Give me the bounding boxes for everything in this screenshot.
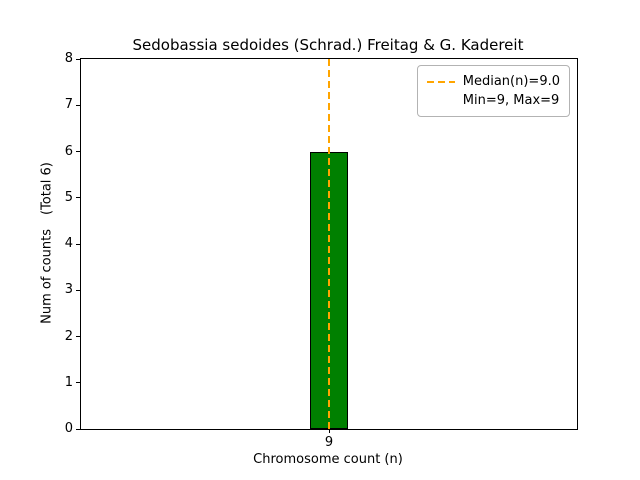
plot-area: 0 1 2 3 4 5 6 7 8 9 Median(n)=9.0 Min=9, Max=9 — [65, 51, 578, 450]
y-tick-mark — [76, 104, 80, 106]
legend-entry-minmax: Min=9, Max=9 — [427, 91, 560, 110]
y-tick-label: 7 — [64, 97, 73, 113]
y-tick-mark — [76, 243, 80, 245]
y-tick-label: 1 — [64, 374, 73, 390]
x-tick-label: 9 — [324, 435, 334, 450]
y-tick-label: 5 — [64, 189, 73, 205]
y-tick-label: 0 — [64, 421, 73, 436]
y-tick-mark — [76, 58, 80, 60]
y-axis-label: Num of counts (Total 6) — [40, 162, 55, 324]
median-dashed-line-sample — [426, 80, 455, 83]
legend: Median(n)=9.0 Min=9, Max=9 — [416, 65, 570, 117]
chart-title: Sedobassia sedoides (Schrad.) Freitag & … — [132, 36, 524, 54]
legend-entry-median: Median(n)=9.0 — [426, 72, 560, 91]
y-tick-mark — [76, 336, 80, 337]
median-line — [328, 59, 330, 429]
legend-label-median: Median(n)=9.0 — [462, 74, 560, 89]
y-tick-mark — [76, 289, 80, 291]
y-tick-mark — [76, 151, 80, 152]
y-tick-mark — [76, 382, 80, 384]
legend-empty-handle — [427, 100, 455, 102]
x-tick-mark — [328, 429, 330, 433]
y-tick-label: 4 — [64, 236, 73, 251]
legend-label-minmax: Min=9, Max=9 — [462, 93, 560, 108]
y-axis-label-main: Num of counts — [39, 229, 55, 324]
y-tick-label: 2 — [64, 328, 73, 344]
y-tick-label: 3 — [64, 282, 73, 298]
y-tick-label: 8 — [64, 51, 73, 66]
x-axis-label: Chromosome count (n) — [253, 452, 403, 467]
y-tick-mark — [76, 197, 80, 199]
y-tick-mark — [76, 428, 80, 430]
y-tick-label: 6 — [64, 143, 73, 159]
y-axis-label-total: (Total 6) — [39, 162, 55, 216]
